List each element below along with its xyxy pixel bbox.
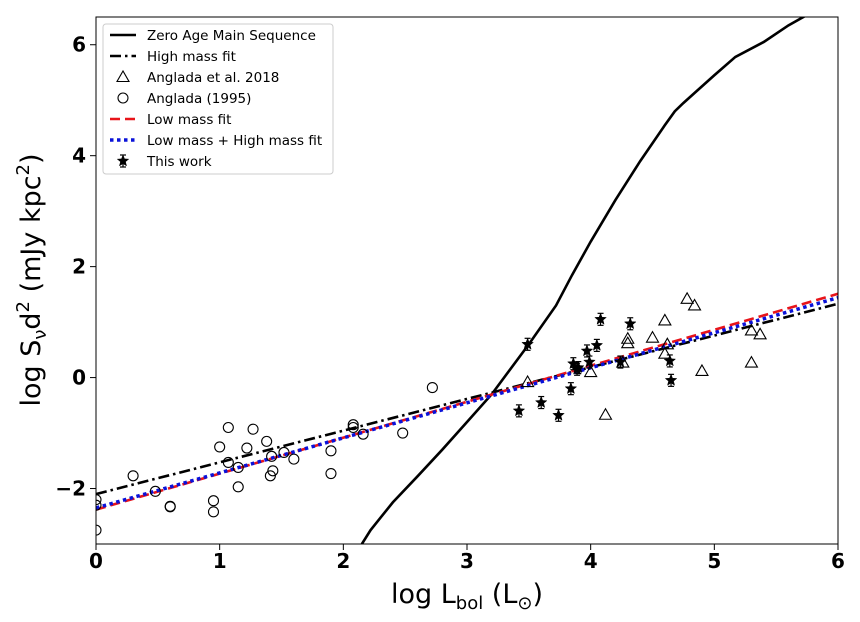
data-point <box>96 524 102 536</box>
y-tick-label: −2 <box>55 477 86 501</box>
legend-handle-2 <box>116 69 130 83</box>
data-point <box>695 363 709 376</box>
data-point <box>278 446 290 459</box>
data-point <box>96 494 102 506</box>
data-point <box>660 337 675 350</box>
data-point <box>521 337 534 350</box>
legend-handle-6 <box>116 154 130 167</box>
legend-label-anglada-1995: Anglada (1995) <box>147 91 251 107</box>
y-axis-label: log Sνd2 (mJy kpc2) <box>13 153 51 406</box>
x-tick-label: 3 <box>460 549 474 573</box>
legend-label-high-mass-fit: High mass fit <box>147 49 236 65</box>
series-line-5 <box>96 296 838 510</box>
data-point <box>325 467 337 480</box>
data-point <box>214 441 226 453</box>
data-point <box>512 404 526 417</box>
x-tick-label: 1 <box>213 549 227 573</box>
legend-label-low-mass-fit: Low mass fit <box>147 112 231 128</box>
data-point <box>657 346 672 359</box>
data-point <box>164 501 176 513</box>
data-point <box>232 461 244 473</box>
data-point <box>583 355 596 368</box>
data-point <box>623 317 637 330</box>
data-point <box>127 470 139 482</box>
data-point <box>149 485 161 497</box>
data-point <box>594 312 607 325</box>
data-point <box>247 423 259 435</box>
data-point <box>583 364 598 378</box>
data-point <box>744 355 759 368</box>
data-point <box>241 442 253 454</box>
data-point <box>397 427 409 439</box>
data-point <box>744 323 759 336</box>
axis-ticks: 0 1 2 3 4 5 6 −2 0 2 4 6 <box>55 33 845 573</box>
data-point <box>564 381 578 395</box>
y-tick-label: 2 <box>72 255 86 279</box>
data-point <box>520 374 535 388</box>
x-tick-label: 4 <box>584 549 598 573</box>
legend-label-zams: Zero Age Main Sequence <box>147 28 316 44</box>
data-point <box>357 428 369 440</box>
legend-box <box>102 23 334 175</box>
data-point <box>620 336 635 349</box>
y-tick-label: 0 <box>72 366 86 390</box>
data-point <box>571 360 585 374</box>
data-point <box>325 445 337 457</box>
legend-label-this-work: This work <box>146 154 212 170</box>
x-tick-label: 2 <box>336 549 350 573</box>
x-tick-label: 0 <box>89 549 103 573</box>
data-point <box>288 453 300 465</box>
data-point <box>664 373 678 386</box>
data-point <box>580 344 594 357</box>
data-point <box>266 450 278 462</box>
data-point <box>96 499 102 511</box>
data-point <box>680 291 695 304</box>
data-point <box>534 395 548 408</box>
series-markers <box>96 291 768 536</box>
series-line-0 <box>360 17 807 544</box>
legend-handles <box>110 33 136 168</box>
y-tick-label: 6 <box>72 33 86 57</box>
data-point <box>207 495 220 507</box>
x-tick-label: 5 <box>707 549 721 573</box>
series-lines <box>96 17 838 544</box>
data-point <box>347 419 359 431</box>
data-point <box>232 481 244 493</box>
data-point <box>347 421 359 434</box>
y-tick-label: 4 <box>72 144 86 168</box>
data-point <box>613 355 627 368</box>
data-point <box>207 506 220 518</box>
legend-handle-3 <box>117 92 129 104</box>
legend-label-anglada-2018: Anglada et al. 2018 <box>147 70 279 86</box>
legend: Zero Age Main Sequence High mass fit Ang… <box>102 23 334 175</box>
data-point <box>222 456 234 469</box>
data-point <box>687 298 702 311</box>
data-point <box>222 421 234 434</box>
data-point <box>264 470 276 482</box>
x-axis-label: log Lbol (L⊙) <box>391 579 543 614</box>
data-point <box>590 338 604 351</box>
data-point <box>657 313 672 326</box>
data-point <box>267 465 279 477</box>
data-point <box>552 408 565 421</box>
data-point <box>261 435 273 447</box>
data-point <box>753 327 768 340</box>
data-point <box>620 331 635 344</box>
data-point <box>645 330 660 343</box>
legend-label-combined-fit: Low mass + High mass fit <box>147 133 322 149</box>
data-point <box>598 407 613 420</box>
data-point <box>426 382 438 394</box>
x-tick-label: 6 <box>831 549 845 573</box>
data-point <box>663 354 677 367</box>
